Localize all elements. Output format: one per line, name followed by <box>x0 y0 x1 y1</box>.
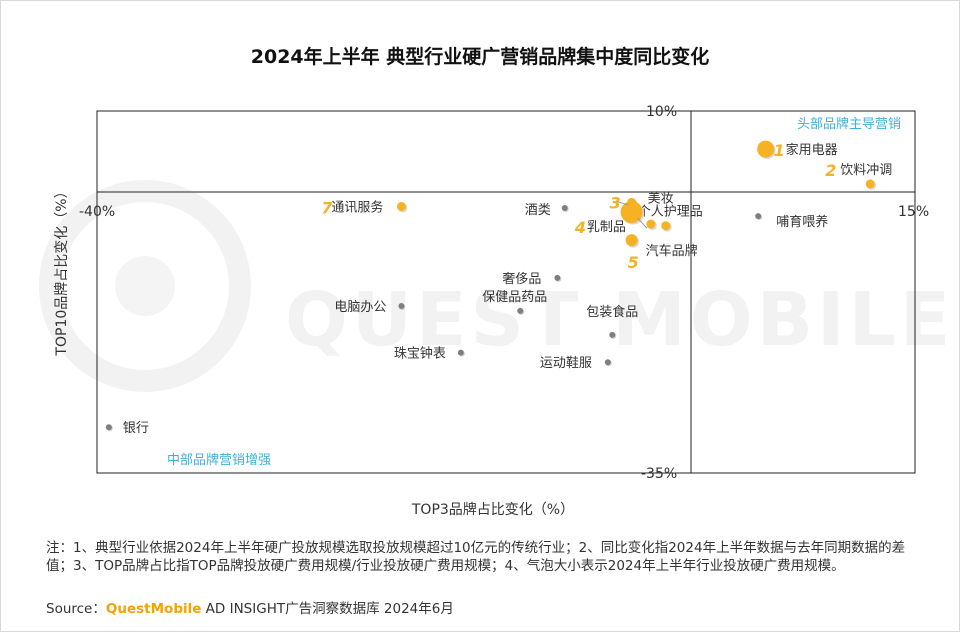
point-4 <box>625 234 638 247</box>
x-tick-max: 15% <box>898 204 929 220</box>
point-label-14: 珠宝钟表 <box>394 346 446 362</box>
chart-title: 2024年上半年 典型行业硬广营销品牌集中度同比变化 <box>250 46 710 68</box>
point-rank-0: 1 <box>774 141 785 160</box>
leader-line-1 <box>616 200 629 206</box>
point-15 <box>604 359 611 366</box>
point-7 <box>561 205 568 212</box>
y-tick-min: -35% <box>641 466 677 482</box>
y-tick-max: 10% <box>646 104 677 120</box>
source-line: Source：QuestMobile AD INSIGHT广告洞察数据库 202… <box>46 597 454 617</box>
point-label-12: 包装食品 <box>586 304 638 320</box>
point-label-16: 银行 <box>123 421 149 436</box>
scatter-chart: QUEST MOBILE -40% 15% 10% -35% 头部品牌主导营销中部品牌营… <box>39 104 954 518</box>
quadrant-label-bottom-left: 中部品牌营销增强 <box>167 452 271 468</box>
point-0 <box>757 140 775 158</box>
point-11 <box>517 307 524 314</box>
point-9 <box>755 213 762 220</box>
watermark-ring <box>39 180 251 392</box>
point-1 <box>865 179 875 189</box>
x-axis-label: TOP3品牌占比变化（%） <box>411 501 574 518</box>
footnote: 注：1、典型行业依据2024年上半年硬广投放规模选取投放规模超过10亿元的传统行… <box>46 540 906 574</box>
source-suffix: AD INSIGHT广告洞察数据库 2024年6月 <box>201 601 454 617</box>
point-label-13: 电脑办公 <box>334 300 386 315</box>
leader-line-2 <box>637 217 648 229</box>
point-rank-1: 2 <box>825 161 836 180</box>
point-8 <box>620 201 643 224</box>
point-label-4: 汽车品牌 <box>646 243 698 259</box>
point-12 <box>609 331 616 338</box>
point-label-2: 美妆 <box>648 191 674 206</box>
point-rank-6: 7 <box>321 198 333 217</box>
watermark-dot <box>115 256 175 316</box>
x-tick-min: -40% <box>79 204 115 220</box>
source-brand: QuestMobile <box>105 601 202 617</box>
point-label-15: 运动鞋服 <box>540 355 592 371</box>
chart-marks: 家用电器1饮料冲调2美妆3乳制品4汽车品牌5个人护理品6通讯服务7酒类哺育喂养奢… <box>105 140 892 436</box>
point-label-3: 乳制品 <box>587 220 626 235</box>
point-label-10: 奢侈品 <box>502 272 541 287</box>
point-label-1: 饮料冲调 <box>840 163 892 178</box>
point-label-5: 个人护理品 <box>638 205 703 220</box>
point-10 <box>554 274 561 281</box>
point-label-6: 通讯服务 <box>331 199 383 215</box>
y-axis-label: TOP10品牌占比变化（%） <box>53 184 70 356</box>
point-label-11: 保健品药品 <box>482 290 547 305</box>
point-3 <box>646 219 656 229</box>
point-14 <box>457 349 464 356</box>
point-rank-2: 3 <box>610 193 621 212</box>
source-prefix: Source： <box>46 601 106 617</box>
point-6 <box>396 201 406 211</box>
point-label-9: 哺育喂养 <box>776 214 828 230</box>
point-16 <box>105 424 112 431</box>
point-5 <box>661 221 671 231</box>
plot-frame <box>96 110 916 474</box>
point-label-0: 家用电器 <box>786 142 838 158</box>
point-rank-3: 4 <box>574 218 586 237</box>
watermark-text: QUEST MOBILE <box>285 277 954 363</box>
point-rank-4: 5 <box>628 253 639 272</box>
watermark-logo: QUEST MOBILE <box>39 180 954 392</box>
point-label-7: 酒类 <box>525 203 551 218</box>
point-13 <box>398 303 405 310</box>
quadrant-label-top-right: 头部品牌主导营销 <box>797 116 901 132</box>
